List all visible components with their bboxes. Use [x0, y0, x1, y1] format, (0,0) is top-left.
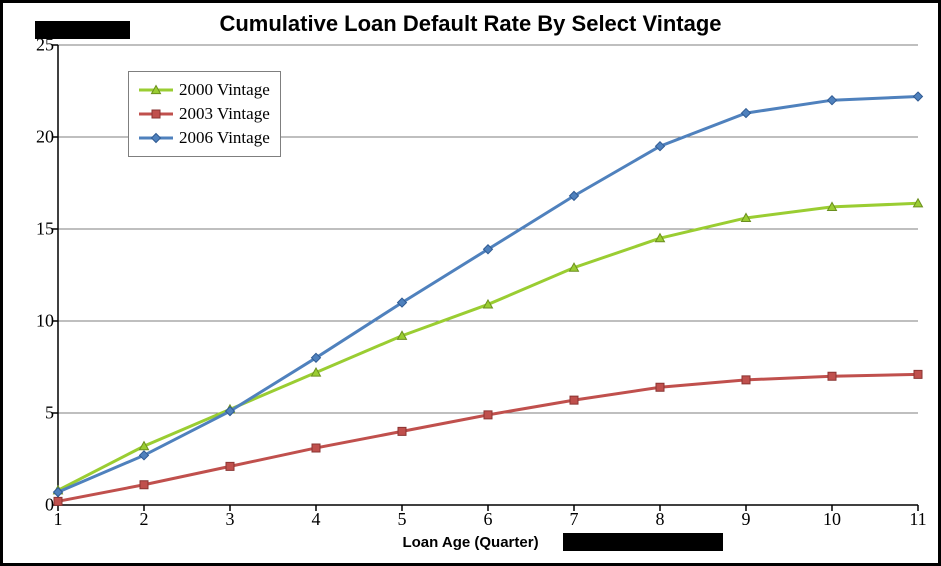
x-tick-label: 9	[742, 505, 751, 530]
chart-container: Cumulative Loan Default Rate By Select V…	[0, 0, 941, 566]
legend-item: 2000 Vintage	[139, 78, 270, 102]
legend-item: 2003 Vintage	[139, 102, 270, 126]
legend-label: 2003 Vintage	[179, 104, 270, 124]
legend-label: 2006 Vintage	[179, 128, 270, 148]
y-tick-label: 10	[36, 311, 58, 332]
x-tick-label: 4	[312, 505, 321, 530]
x-tick-label: 8	[656, 505, 665, 530]
legend-swatch	[139, 82, 173, 98]
x-tick-label: 11	[909, 505, 926, 530]
legend-label: 2000 Vintage	[179, 80, 270, 100]
legend-swatch	[139, 130, 173, 146]
y-tick-label: 20	[36, 127, 58, 148]
x-tick-label: 1	[54, 505, 63, 530]
y-tick-label: 25	[36, 35, 58, 56]
x-axis-label: Loan Age (Quarter)	[3, 534, 938, 551]
legend-swatch	[139, 106, 173, 122]
x-tick-label: 6	[484, 505, 493, 530]
y-tick-label: 5	[45, 403, 58, 424]
x-tick-label: 3	[226, 505, 235, 530]
x-tick-label: 2	[140, 505, 149, 530]
x-tick-label: 5	[398, 505, 407, 530]
legend: 2000 Vintage 2003 Vintage 2006 Vintage	[128, 71, 281, 157]
legend-item: 2006 Vintage	[139, 126, 270, 150]
y-tick-label: 15	[36, 219, 58, 240]
chart-title: Cumulative Loan Default Rate By Select V…	[3, 11, 938, 37]
x-tick-label: 7	[570, 505, 579, 530]
x-tick-label: 10	[823, 505, 841, 530]
